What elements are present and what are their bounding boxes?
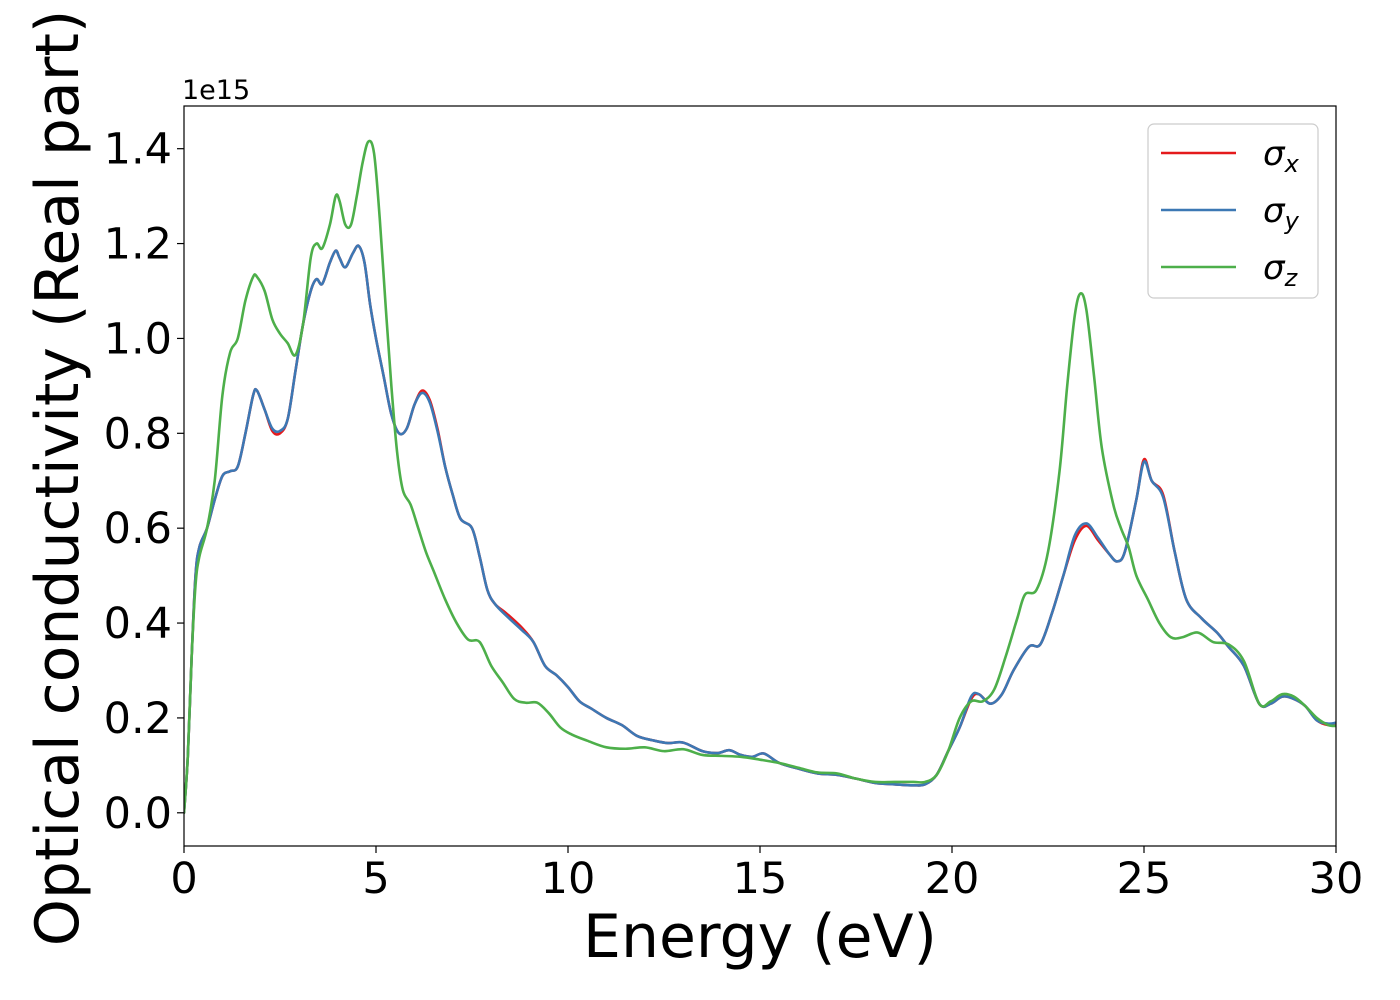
series-line-x (184, 244, 1336, 815)
y-tick-label: 1.0 (104, 314, 172, 364)
legend-symbol: σ (1263, 134, 1286, 174)
y-tick-label: 1.4 (104, 125, 172, 175)
y-axis: 0.0 0.2 0.4 0.6 0.8 1.0 1.2 1.4 (104, 125, 184, 839)
legend-symbol: σ (1263, 191, 1286, 231)
x-tick-label: 15 (733, 854, 788, 904)
series-layer (184, 139, 1336, 815)
x-tick-label: 20 (925, 854, 980, 904)
y-tick-label: 0.6 (104, 504, 172, 554)
series-line-z (184, 139, 1336, 815)
y-tick-label: 1.2 (104, 220, 172, 270)
y-tick-label: 0.8 (104, 409, 172, 459)
y-tick-label: 0.4 (104, 599, 172, 649)
legend-symbol: σ (1263, 248, 1286, 288)
y-axis-offset-label: 1e15 (182, 75, 250, 106)
x-tick-label: 30 (1309, 854, 1364, 904)
x-tick-label: 10 (541, 854, 596, 904)
x-tick-label: 5 (362, 854, 389, 904)
legend-subscript: x (1284, 150, 1300, 178)
legend-label-y: σy (1263, 191, 1300, 235)
legend-label-z: σz (1263, 248, 1299, 292)
x-axis-label: Energy (eV) (583, 902, 937, 972)
x-tick-label: 0 (170, 854, 197, 904)
legend-label-x: σx (1263, 134, 1300, 178)
series-line-y (184, 244, 1336, 815)
legend-subscript: z (1284, 264, 1299, 292)
y-tick-label: 0.0 (104, 789, 172, 839)
legend-subscript: y (1284, 207, 1300, 235)
x-tick-label: 25 (1117, 854, 1172, 904)
y-axis-label: Optical conductivity (Real part) (23, 10, 93, 947)
y-tick-label: 0.2 (104, 694, 172, 744)
x-axis: 0 5 10 15 20 25 30 (170, 846, 1363, 904)
